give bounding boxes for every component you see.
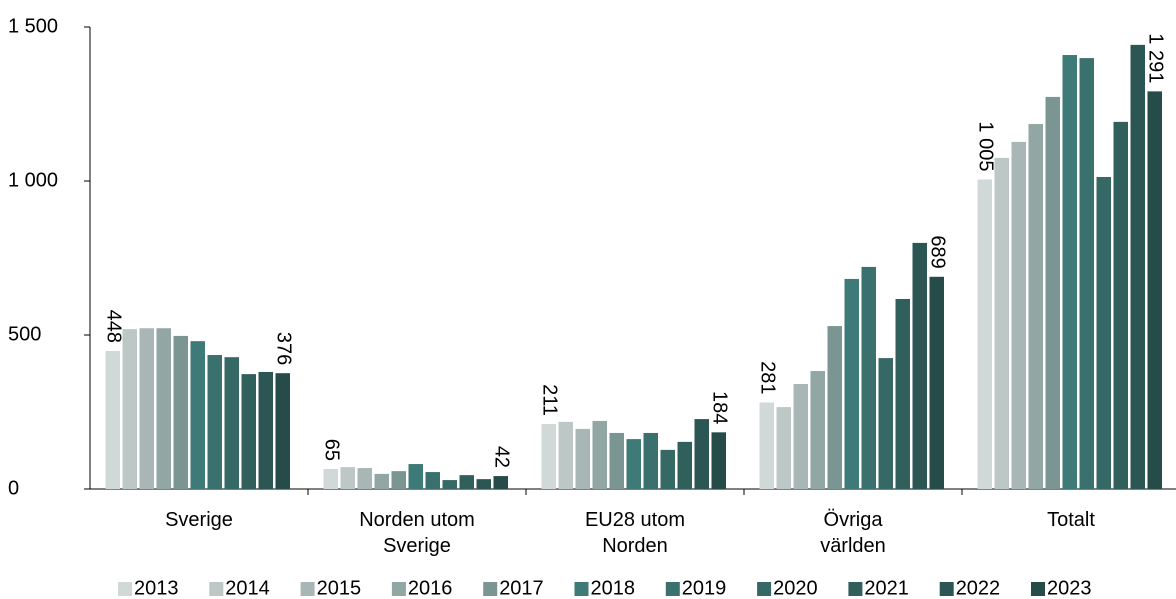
y-tick-label: 500 [8,323,41,345]
data-label: 211 [538,384,560,416]
legend-swatch [1031,582,1045,596]
legend-swatch [209,582,224,596]
legend-label: 2019 [682,577,727,599]
bar [459,475,474,489]
y-tick-label: 1 500 [8,15,58,37]
bar [156,328,171,489]
legend-swatch [848,582,863,596]
bar [1130,44,1145,489]
bar [340,467,355,489]
bar [425,472,440,489]
bar [929,276,944,489]
bar [592,420,607,489]
data-label: 448 [102,310,124,343]
legend-swatch [391,582,406,596]
bar [575,428,590,489]
legend-label: 2018 [591,577,636,599]
legend-swatch [939,582,954,596]
data-label: 281 [756,361,778,394]
data-label: 689 [926,235,948,268]
bar [224,357,239,489]
y-tick-label: 1 000 [8,169,58,191]
bar [1096,176,1111,489]
legend-label: 2014 [225,577,269,599]
data-label: 65 [320,439,342,461]
bar [139,328,154,489]
bar [1062,55,1077,489]
bar [1113,121,1128,489]
bar [241,374,256,489]
bar [994,157,1009,489]
bar [844,278,859,489]
bar [677,441,692,489]
bar [493,476,508,489]
bar [541,424,556,489]
legend-label: 2013 [134,577,179,599]
bar [105,351,120,489]
bar [711,432,726,489]
legend-label: 2017 [499,577,544,599]
x-tick-label: Totalt [1047,509,1095,531]
data-label: 376 [272,332,294,365]
legend-swatch [118,582,132,596]
legend-label: 2023 [1047,577,1092,599]
bar [1147,91,1162,489]
bar [694,419,709,489]
bar [878,358,893,489]
bar [173,335,188,489]
bar [122,329,137,489]
bar [323,468,338,489]
bar [258,371,273,489]
legend-swatch [483,582,498,596]
bar [408,464,423,489]
bar [190,341,205,489]
bar [895,298,910,489]
bar [660,449,675,489]
legend-swatch [574,582,589,596]
legend-label: 2016 [408,577,453,599]
x-tick-label: Norden utom Sverige [359,509,475,557]
bar [1011,141,1026,489]
bar [1028,124,1043,490]
x-tick-label: Övriga världen [820,509,886,557]
legend-label: 2022 [956,577,1001,599]
bar [1079,58,1094,489]
data-label: 42 [490,446,512,468]
bar [558,421,573,489]
bar [1045,96,1060,489]
bar [827,326,842,489]
x-tick-label: Sverige [165,509,233,531]
bar [626,439,641,489]
legend-swatch [757,582,772,596]
bar [912,242,927,489]
legend-label: 2020 [773,577,818,599]
legend-swatch [300,582,315,596]
bar [776,407,791,489]
bar [609,432,624,489]
bar [810,371,825,489]
bar [374,473,389,489]
data-label: 184 [708,391,730,424]
bar [793,383,808,489]
bar [977,179,992,489]
y-tick-label: 0 [8,477,19,499]
bar [759,402,774,489]
legend-label: 2015 [317,577,362,599]
bar [391,471,406,489]
data-label: 1 291 [1144,33,1166,83]
x-tick-label: EU28 utom Norden [584,509,686,557]
legend-swatch [665,582,680,596]
bar [643,432,658,489]
bar [476,479,491,489]
bar [357,468,372,489]
data-label: 1 005 [974,121,996,171]
bar [275,373,290,489]
legend-label: 2021 [864,577,909,599]
bar [207,355,222,489]
bar [861,266,876,489]
bar [442,480,457,489]
